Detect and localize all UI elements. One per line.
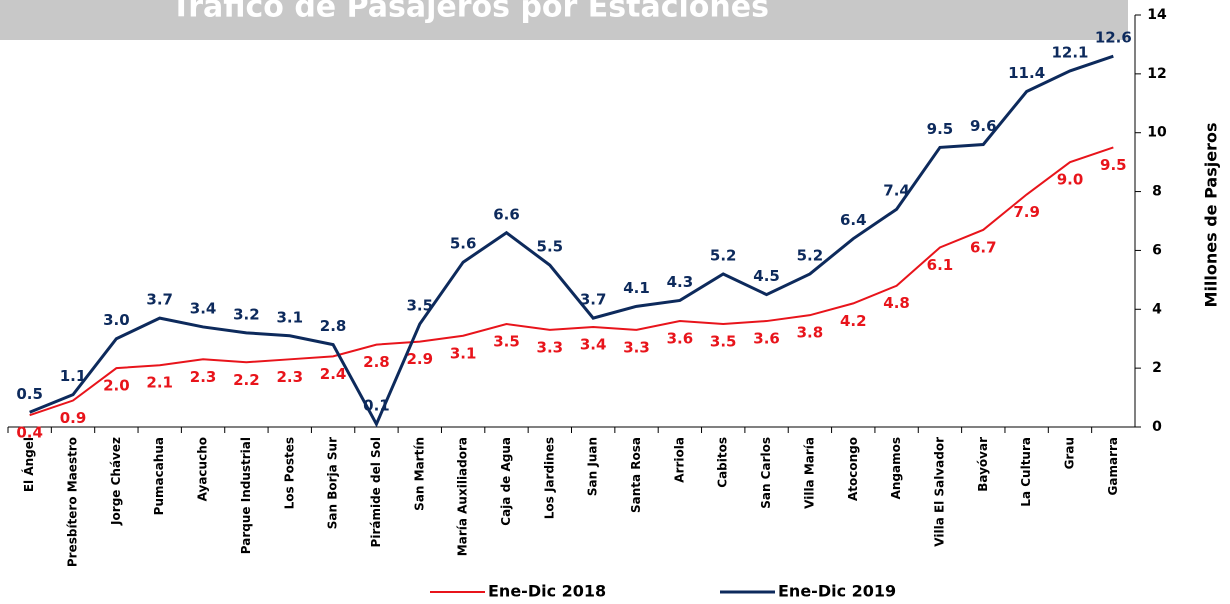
data-label: 12.1 <box>1051 43 1088 61</box>
legend-label: Ene-Dic 2019 <box>778 582 896 601</box>
data-label: 2.9 <box>406 350 433 368</box>
x-tick-label: Caja de Agua <box>499 437 513 526</box>
x-tick-label: Arriola <box>672 437 686 483</box>
data-label: 2.3 <box>276 368 303 386</box>
data-label: 5.2 <box>797 246 824 264</box>
data-label: 3.6 <box>753 330 780 348</box>
data-label: 6.7 <box>970 238 997 256</box>
x-tick-label: La Cultura <box>1019 437 1033 507</box>
x-tick-label: Pirámide del Sol <box>369 437 383 547</box>
y-tick-label: 2 <box>1152 360 1162 376</box>
x-tick-label: Pumacahua <box>152 437 166 515</box>
data-label: 9.5 <box>1100 156 1127 174</box>
data-label: 1.1 <box>60 367 87 385</box>
data-label: 9.6 <box>970 117 997 135</box>
y-axis-label: Millones de Pasjeros <box>1202 123 1221 308</box>
y-tick-label: 8 <box>1152 184 1162 200</box>
data-label: 2.0 <box>103 377 130 395</box>
data-label: 4.8 <box>883 294 910 312</box>
data-label: 3.6 <box>667 330 694 348</box>
data-label: 12.6 <box>1095 29 1132 47</box>
data-label: 3.2 <box>233 305 260 323</box>
data-label: 6.6 <box>493 205 520 223</box>
x-tick-label: Cabitos <box>716 437 730 488</box>
data-label: 0.4 <box>16 424 43 442</box>
x-tick-label: Los Postes <box>282 437 296 509</box>
data-label: 7.9 <box>1013 203 1040 221</box>
x-tick-label: El Ángel <box>21 437 36 492</box>
data-label: 9.0 <box>1057 171 1084 189</box>
y-tick-label: 12 <box>1147 66 1166 82</box>
data-label: 3.4 <box>190 299 217 317</box>
chart-title: Tráfico de Pasajeros por Estaciones <box>171 0 769 25</box>
x-tick-label: Santa Rosa <box>629 437 643 513</box>
x-tick-label: San Carlos <box>759 437 773 509</box>
data-label: 7.4 <box>883 182 910 200</box>
x-tick-label: San Borja Sur <box>326 437 340 529</box>
y-tick-label: 0 <box>1152 419 1162 435</box>
data-label: 3.5 <box>406 297 433 315</box>
x-tick-label: Ayacucho <box>196 437 210 501</box>
data-label: 6.4 <box>840 211 867 229</box>
data-label: 3.0 <box>103 311 130 329</box>
y-tick-label: 14 <box>1147 7 1167 23</box>
x-tick-label: Gamarra <box>1106 437 1120 495</box>
data-label: 2.8 <box>320 317 347 335</box>
data-label: 3.7 <box>146 291 173 309</box>
line <box>29 54 1114 428</box>
x-tick-label: Villa María <box>802 437 816 509</box>
data-label: 2.2 <box>233 371 260 389</box>
x-tick-label: Angamos <box>889 437 903 499</box>
y-tick-label: 6 <box>1152 242 1162 258</box>
data-label: 2.3 <box>190 368 217 386</box>
data-label: 5.6 <box>450 235 477 253</box>
x-tick-label: Bayóvar <box>976 437 990 492</box>
data-label: 4.2 <box>840 312 867 330</box>
data-label: 9.5 <box>927 120 954 138</box>
data-label: 3.7 <box>580 291 607 309</box>
data-label: 3.3 <box>623 338 650 356</box>
y-tick-label: 4 <box>1152 301 1162 317</box>
x-tick-label: Los Jardines <box>542 437 556 519</box>
x-tick-label: Atocongo <box>846 437 860 501</box>
x-tick-label: San Juan <box>586 437 600 496</box>
title-bar <box>0 0 1128 40</box>
data-label: 3.1 <box>276 308 303 326</box>
data-label: 3.5 <box>493 333 520 351</box>
x-tick-label: Parque Industrial <box>239 437 253 554</box>
data-label: 0.5 <box>16 385 43 403</box>
data-label: 3.5 <box>710 333 737 351</box>
data-label: 4.3 <box>667 273 694 291</box>
x-tick-label: Jorge Chávez <box>109 437 123 526</box>
data-label: 3.1 <box>450 344 477 362</box>
data-label: 2.4 <box>320 365 347 383</box>
data-label: 4.1 <box>623 279 650 297</box>
data-label: 3.4 <box>580 335 607 353</box>
x-tick-label: San Martín <box>412 437 426 511</box>
data-label: 6.1 <box>927 256 954 274</box>
line <box>29 146 1114 417</box>
data-label: 5.5 <box>537 238 564 256</box>
data-label: 2.8 <box>363 353 390 371</box>
y-tick-label: 10 <box>1147 125 1167 141</box>
x-tick-label: María Auxiliadora <box>456 437 470 556</box>
data-label: 2.1 <box>146 374 173 392</box>
data-label: 0.1 <box>363 397 390 415</box>
data-label: 5.2 <box>710 246 737 264</box>
data-label: 11.4 <box>1008 64 1045 82</box>
data-label: 3.8 <box>797 324 824 342</box>
x-tick-label: Presbítero Maestro <box>66 437 80 567</box>
data-label: 3.3 <box>537 338 564 356</box>
x-tick-label: Villa El Salvador <box>932 437 946 547</box>
data-label: 0.9 <box>60 409 87 427</box>
data-label: 4.5 <box>753 267 780 285</box>
x-tick-label: Grau <box>1062 437 1076 469</box>
legend-label: Ene-Dic 2018 <box>488 582 606 601</box>
